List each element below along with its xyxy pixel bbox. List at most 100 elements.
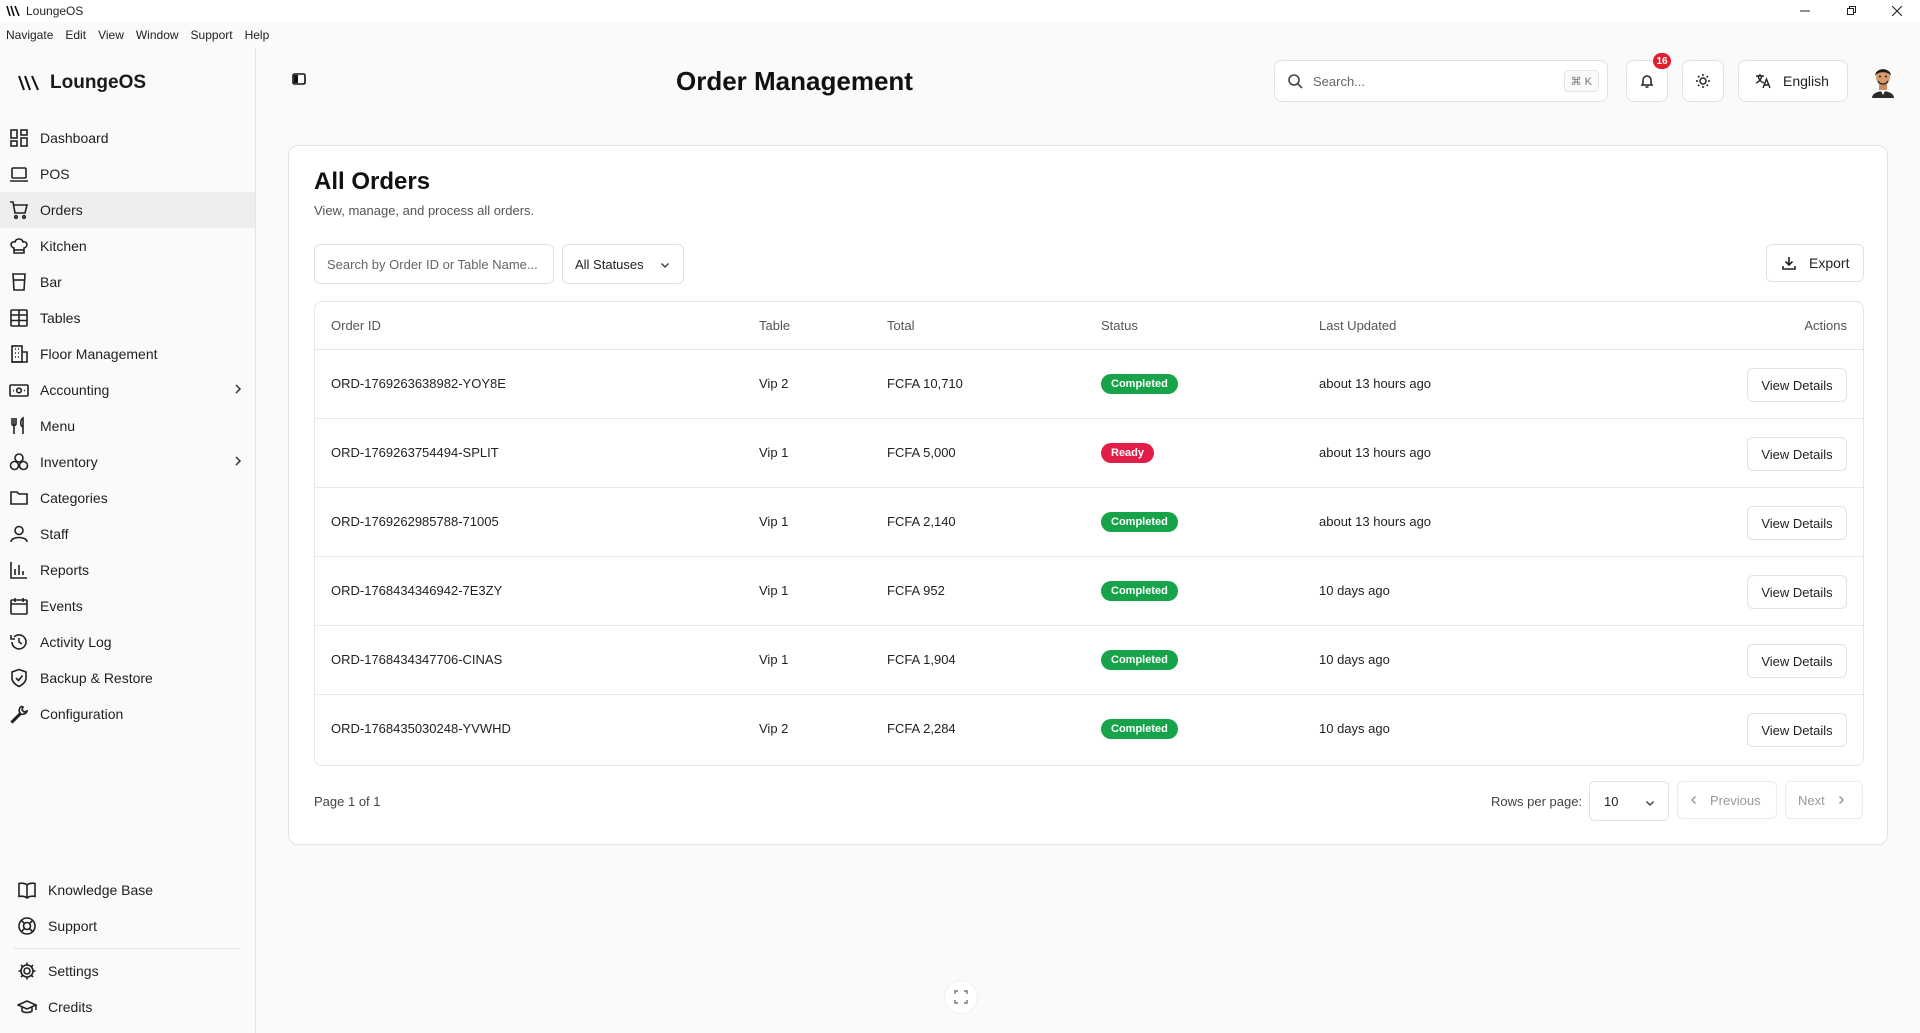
column-header-actions: Actions (1804, 318, 1847, 333)
table-row[interactable]: ORD-1768435030248-YVWHD Vip 2 FCFA 2,284… (315, 695, 1863, 764)
next-page-button[interactable]: Next (1785, 781, 1863, 819)
orders-subtitle: View, manage, and process all orders. (314, 203, 535, 218)
sidebar-item-configuration[interactable]: Configuration (0, 696, 255, 732)
sidebar-item-dashboard[interactable]: Dashboard (0, 120, 255, 156)
cart-icon (8, 199, 30, 221)
rows-per-page-value: 10 (1604, 793, 1619, 809)
sidebar-item-backup-restore[interactable]: Backup & Restore (0, 660, 255, 696)
menu-help[interactable]: Help (244, 28, 270, 42)
order-id-cell: ORD-1768435030248-YVWHD (331, 721, 511, 736)
chevron-right-icon[interactable] (231, 382, 245, 396)
brand[interactable]: LoungeOS (18, 72, 146, 94)
orders-title: All Orders (314, 168, 431, 195)
column-header-order-id[interactable]: Order ID (331, 318, 381, 333)
last-updated-cell: about 13 hours ago (1319, 514, 1432, 529)
sidebar-item-label: Knowledge Base (48, 882, 154, 898)
sidebar-item-floor-management[interactable]: Floor Management (0, 336, 255, 372)
theme-toggle-button[interactable] (1682, 60, 1724, 102)
view-details-button[interactable]: View Details (1747, 437, 1847, 471)
table-row[interactable]: ORD-1768434347706-CINAS Vip 1 FCFA 1,904… (315, 626, 1863, 695)
sidebar-item-staff[interactable]: Staff (0, 516, 255, 552)
sidebar-item-kitchen[interactable]: Kitchen (0, 228, 255, 264)
table-row[interactable]: ORD-1769263754494-SPLIT Vip 1 FCFA 5,000… (315, 419, 1863, 488)
previous-page-button[interactable]: Previous (1677, 781, 1777, 819)
view-details-button[interactable]: View Details (1747, 575, 1847, 609)
sidebar-item-events[interactable]: Events (0, 588, 255, 624)
book-icon (16, 879, 38, 901)
restore-button[interactable] (1828, 0, 1874, 22)
sidebar-item-menu[interactable]: Menu (0, 408, 255, 444)
view-details-button[interactable]: View Details (1747, 713, 1847, 747)
gear-icon (16, 960, 38, 982)
menu-support[interactable]: Support (190, 28, 233, 42)
sidebar-item-pos[interactable]: POS (0, 156, 255, 192)
column-header-table[interactable]: Table (759, 318, 791, 333)
table-row[interactable]: ORD-1769263638982-YOY8E Vip 2 FCFA 10,71… (315, 350, 1863, 419)
total-cell: FCFA 10,710 (887, 376, 963, 391)
sidebar-item-label: Credits (48, 999, 93, 1015)
search-input[interactable] (1313, 73, 1543, 89)
sidebar-toggle-button[interactable] (292, 72, 306, 86)
order-id-cell: ORD-1768434347706-CINAS (331, 652, 503, 667)
sidebar-item-credits[interactable]: Credits (0, 989, 255, 1025)
chef-hat-icon (8, 235, 30, 257)
sidebar-item-label: Configuration (40, 706, 124, 722)
table-row[interactable]: ORD-1768434346942-7E3ZY Vip 1 FCFA 952 C… (315, 557, 1863, 626)
sidebar-item-inventory[interactable]: Inventory (0, 444, 255, 480)
glass-icon (8, 271, 30, 293)
avatar[interactable] (1864, 62, 1902, 100)
menu-navigate[interactable]: Navigate (6, 28, 54, 42)
chevron-right-icon (1835, 794, 1847, 806)
menu-view[interactable]: View (98, 28, 124, 42)
next-label: Next (1798, 792, 1825, 808)
export-button[interactable]: Export (1766, 244, 1864, 282)
menu-edit[interactable]: Edit (65, 28, 87, 42)
shield-check-icon (8, 667, 30, 689)
sidebar-item-label: Reports (40, 562, 90, 578)
minimize-button[interactable] (1782, 0, 1828, 22)
order-id-cell: ORD-1769262985788-71005 (331, 514, 499, 529)
notifications-button[interactable]: 16 (1626, 53, 1671, 102)
last-updated-cell: 10 days ago (1319, 652, 1390, 667)
history-icon (8, 631, 30, 653)
global-search[interactable]: ⌘ K (1274, 60, 1608, 102)
sidebar-item-orders[interactable]: Orders (0, 192, 255, 228)
sidebar-item-settings[interactable]: Settings (0, 953, 255, 989)
sidebar-item-support[interactable]: Support (0, 908, 255, 944)
sidebar-item-label: Menu (40, 418, 76, 434)
sidebar-item-label: Kitchen (40, 238, 87, 254)
folder-icon (8, 487, 30, 509)
sidebar-item-label: Accounting (40, 382, 110, 398)
sidebar-item-accounting[interactable]: Accounting (0, 372, 255, 408)
close-button[interactable] (1874, 0, 1920, 22)
table-row[interactable]: ORD-1769262985788-71005 Vip 1 FCFA 2,140… (315, 488, 1863, 557)
total-cell: FCFA 2,284 (887, 721, 956, 736)
download-icon (1781, 255, 1797, 271)
column-header-status[interactable]: Status (1101, 318, 1138, 333)
order-search-input[interactable] (314, 244, 554, 284)
sidebar-item-bar[interactable]: Bar (0, 264, 255, 300)
order-id-cell: ORD-1769263754494-SPLIT (331, 445, 499, 460)
rows-per-page-select[interactable]: 10 (1589, 781, 1669, 821)
sidebar-item-knowledge-base[interactable]: Knowledge Base (0, 872, 255, 908)
sidebar-item-reports[interactable]: Reports (0, 552, 255, 588)
sidebar-item-activity-log[interactable]: Activity Log (0, 624, 255, 660)
chevron-right-icon[interactable] (231, 454, 245, 468)
menu-window[interactable]: Window (135, 28, 179, 42)
sidebar-item-label: Categories (40, 490, 108, 506)
column-header-last-updated[interactable]: Last Updated (1319, 318, 1397, 333)
app-logo-icon (6, 5, 20, 17)
language-button[interactable]: English (1738, 60, 1848, 102)
column-header-total[interactable]: Total (887, 318, 915, 333)
building-icon (8, 343, 30, 365)
sidebar-item-categories[interactable]: Categories (0, 480, 255, 516)
view-details-button[interactable]: View Details (1747, 368, 1847, 402)
sidebar-item-tables[interactable]: Tables (0, 300, 255, 336)
view-details-button[interactable]: View Details (1747, 506, 1847, 540)
fullscreen-button[interactable] (944, 980, 978, 1014)
table-cell: Vip 1 (759, 514, 789, 529)
sidebar-item-label: POS (40, 166, 70, 182)
status-filter-select[interactable]: All Statuses (562, 244, 684, 284)
view-details-button[interactable]: View Details (1747, 644, 1847, 678)
sidebar-item-label: Support (48, 918, 98, 934)
